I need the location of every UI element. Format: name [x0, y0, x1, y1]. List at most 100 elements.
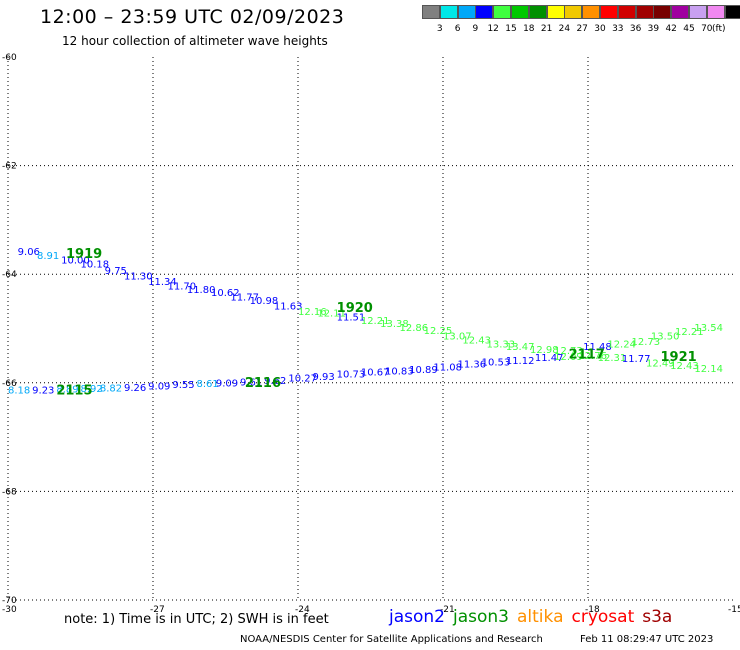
- legend-swatch: [439, 5, 458, 19]
- footer-timestamp: Feb 11 08:29:47 UTC 2023: [580, 634, 714, 645]
- legend-bin-label: 27: [576, 24, 588, 34]
- swh-value: 10.00: [61, 255, 90, 266]
- swh-value: 12.11: [317, 309, 346, 320]
- swh-value: 11.08: [433, 362, 462, 373]
- legend-swatch: [724, 5, 740, 19]
- swh-value: 11.63: [274, 301, 303, 312]
- swh-value: 11.70: [168, 281, 197, 292]
- legend-bin-label: 30: [594, 24, 606, 34]
- pass-time-label: 2115: [56, 384, 92, 399]
- pass-time-label: 1919: [66, 247, 102, 262]
- legend-swatch: [528, 5, 547, 19]
- swh-value: 12.49: [646, 359, 675, 370]
- swh-value: 10.89: [409, 365, 438, 376]
- pass-time-label: 2116: [245, 376, 281, 391]
- swh-value: 9.75: [105, 266, 127, 277]
- legend-swatch: [564, 5, 583, 19]
- legend-swatch: [706, 5, 725, 19]
- page-title: 12:00 – 23:59 UTC 02/09/2023: [40, 6, 345, 28]
- legend-swatch: [617, 5, 636, 19]
- legend-swatch: [635, 5, 654, 19]
- swh-value: 8.89: [56, 385, 78, 396]
- swh-value: 11.48: [583, 342, 612, 353]
- swh-value: 9.06: [18, 247, 40, 258]
- swh-value: 10.53: [482, 357, 511, 368]
- legend-swatch: [422, 5, 440, 19]
- legend-swatch: [653, 5, 672, 19]
- satellite-legend-jason2: jason2: [389, 607, 445, 627]
- legend-bin-label: 18: [523, 24, 535, 34]
- legend-swatch: [582, 5, 601, 19]
- longitude-tick-label: -15: [728, 605, 740, 615]
- swh-value: 9.26: [124, 383, 146, 394]
- swh-value: 11.51: [337, 312, 366, 323]
- legend-bin-label: 21: [540, 24, 553, 34]
- swh-value: 12.21: [675, 327, 704, 338]
- swh-value: 10.73: [337, 369, 366, 380]
- swh-value: 11.34: [148, 277, 177, 288]
- swh-value: 10.62: [211, 288, 240, 299]
- longitude-tick-label: -30: [2, 605, 17, 615]
- swh-value: 11.77: [230, 292, 259, 303]
- swh-value: 9.93: [313, 372, 335, 383]
- swh-value: 12.31: [598, 353, 627, 364]
- satellite-legend-altika: altika: [517, 607, 564, 627]
- swh-value: 13.47: [506, 342, 535, 353]
- longitude-tick-label: -18: [585, 605, 600, 615]
- swh-value: 11.47: [535, 353, 564, 364]
- legend-swatch: [511, 5, 529, 19]
- latitude-tick-label: -64: [2, 270, 17, 280]
- swh-value: 8.92: [81, 384, 103, 395]
- longitude-tick-label: -24: [295, 605, 310, 615]
- page-subtitle: 12 hour collection of altimeter wave hei…: [62, 34, 328, 48]
- latitude-tick-label: -70: [2, 596, 17, 606]
- legend-bin-label: 3: [436, 24, 443, 34]
- graticule: [7, 57, 733, 601]
- legend-bin-label: 36: [629, 24, 642, 34]
- legend-bin-label: 6: [454, 24, 461, 34]
- legend-bin-label: 42: [665, 24, 677, 34]
- swh-value: 13.50: [651, 331, 680, 342]
- swh-value: 9.09: [216, 379, 238, 390]
- swh-value: 12.43: [670, 361, 699, 372]
- legend-bin-label: 70: [701, 24, 713, 34]
- pass-time-label: 1920: [337, 301, 373, 316]
- legend-swatch: [600, 5, 618, 19]
- legend-unit-label: (ft): [712, 24, 726, 34]
- swh-value: 9.62: [264, 376, 286, 387]
- swh-value: 11.12: [506, 356, 535, 367]
- satellite-legend-cryosat: cryosat: [571, 607, 635, 627]
- legend-bin-label: 12: [487, 24, 499, 34]
- longitude-tick-label: -27: [150, 605, 165, 615]
- swh-value: 10.98: [250, 296, 279, 307]
- legend-bin-label: 45: [683, 24, 695, 34]
- swh-value: 12.73: [632, 337, 661, 348]
- legend-swatch: [457, 5, 476, 19]
- legend-bin-label: 24: [558, 24, 571, 34]
- swh-value: 8.91: [37, 251, 59, 262]
- latitude-tick-label: -68: [2, 487, 17, 497]
- legend-bin-label: 33: [612, 24, 624, 34]
- latitude-tick-label: -66: [2, 379, 17, 389]
- satellite-legend: jason2 jason3 altika cryosat s3a: [389, 607, 680, 627]
- swh-value: 13.33: [487, 340, 516, 351]
- swh-value: 9.55: [172, 380, 194, 391]
- swh-value: 12.43: [462, 336, 491, 347]
- legend-swatch: [671, 5, 690, 19]
- swh-value: 9.09: [148, 381, 170, 392]
- swh-value: 10.83: [385, 367, 414, 378]
- swh-value: 10.27: [288, 374, 317, 385]
- latitude-tick-label: -62: [2, 162, 17, 172]
- legend-swatch: [546, 5, 565, 19]
- axis-tick-labels: -30 -27 -24 -21 -18 -15 -60 -62 -64 -66 -68 -70: [2, 53, 740, 615]
- swh-value: 13.07: [443, 331, 472, 342]
- swh-value: 11.30: [124, 272, 153, 283]
- swh-value: 11.80: [187, 285, 216, 296]
- swh-value: 8.82: [100, 383, 122, 394]
- legend-swatch: [493, 5, 512, 19]
- swh-value: 12.21: [361, 316, 390, 327]
- legend-bin-label: 9: [472, 24, 479, 34]
- swh-value: 8.61: [197, 379, 219, 390]
- swh-value: 11.36: [458, 360, 487, 371]
